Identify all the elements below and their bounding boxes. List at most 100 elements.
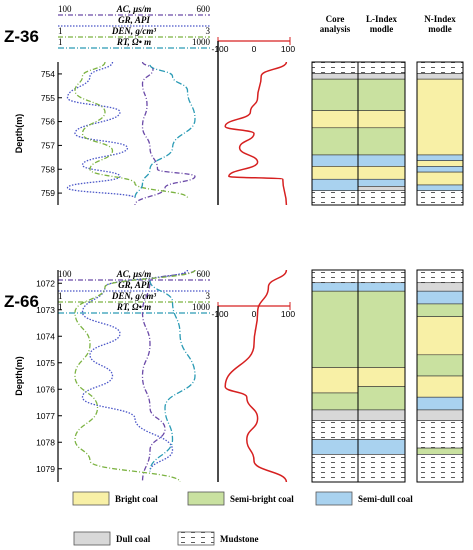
lithology-band-lindex [357, 186, 406, 192]
log-curve-gr [81, 269, 189, 472]
curve-label-rt: RT, Ω• m [116, 302, 151, 312]
curve-scale-right-den: 3 [206, 26, 211, 36]
column-header-nindex-line2: modle [428, 24, 452, 34]
depth-tick-label: 1075 [36, 358, 55, 368]
lindex-scale-label-mid: 0 [252, 309, 257, 319]
well-name: Z-36 [4, 27, 39, 46]
lindex-scale-label-min: -100 [211, 309, 228, 319]
lithology-band-lindex [357, 154, 406, 167]
lithology-band-lindex [357, 409, 406, 421]
log-curve-den [74, 269, 196, 483]
lindex-scale-label-max: 100 [281, 44, 295, 54]
lithology-band-nindex [416, 454, 464, 483]
lithology-band-lindex [357, 166, 406, 180]
lithology-band-lindex [357, 282, 406, 292]
lithology-band-core [311, 420, 359, 440]
depth-tick-label: 755 [41, 93, 55, 103]
curve-label-rt: RT, Ω• m [116, 37, 151, 47]
curve-scale-left-den: 1 [58, 291, 63, 301]
column-header-core-line2: analysis [320, 24, 351, 34]
lithology-band-lindex [357, 73, 406, 80]
legend-label-mudstone: Mudstone [220, 534, 259, 544]
depth-tick-label: 1076 [36, 384, 55, 394]
lindex-scale-label-mid: 0 [252, 44, 257, 54]
curve-scale-left-rt: 1 [58, 302, 63, 312]
column-header-lindex-line1: L-Index [366, 14, 398, 24]
lithology-band-lindex [357, 290, 406, 368]
legend-swatch-mudstone [177, 531, 215, 546]
lithology-band-nindex [416, 290, 464, 305]
curve-label-den: DEN, g/cm³ [111, 291, 156, 301]
lithology-band-core [311, 73, 359, 80]
curve-scale-right-ac: 600 [197, 4, 211, 14]
depth-tick-label: 754 [41, 69, 55, 79]
legend-swatch-dull-coal [73, 531, 111, 546]
lithology-band-lindex [357, 420, 406, 440]
curve-label-ac: AC, μs/m [116, 269, 152, 279]
lithology-band-nindex [416, 160, 464, 167]
lithology-band-nindex [416, 171, 464, 186]
lithology-band-nindex [416, 184, 464, 191]
lithology-band-lindex [357, 367, 406, 387]
column-header-core-line1: Core [326, 14, 345, 24]
curve-scale-right-ac: 600 [197, 269, 211, 279]
lithology-column-nindex [416, 269, 464, 483]
column-header-nindex-line1: N-Index [424, 14, 456, 24]
legend-label-dull-coal: Dull coal [116, 534, 151, 544]
curve-scale-right-rt: 1000 [192, 37, 211, 47]
lithology-band-lindex [357, 127, 406, 156]
lithology-band-nindex [416, 303, 464, 317]
curve-label-ac: AC, μs/m [116, 4, 152, 14]
lithology-band-lindex [357, 61, 406, 74]
curve-scale-right-rt: 1000 [192, 302, 211, 312]
lithology-band-core [311, 282, 359, 292]
depth-tick-label: 759 [41, 188, 55, 198]
depth-tick-label: 1078 [36, 437, 55, 447]
lithology-band-core [311, 409, 359, 421]
legend-swatch-bright-coal [72, 491, 110, 506]
depth-tick-label: 1072 [36, 278, 55, 288]
depth-axis-title: Depth(m) [14, 356, 24, 396]
depth-tick-label: 756 [41, 117, 55, 127]
lithology-band-nindex [416, 269, 464, 284]
curve-label-den: DEN, g/cm³ [111, 26, 156, 36]
lithology-column-nindex [416, 61, 464, 206]
lithology-band-core [311, 190, 359, 206]
lithology-band-core [311, 178, 359, 191]
lithology-column-lindex [357, 269, 406, 483]
lithology-band-core [311, 367, 359, 394]
curve-scale-left-ac: 100 [58, 269, 72, 279]
legend-swatch-semi-bright-coal [187, 491, 225, 506]
lithology-band-nindex [416, 396, 464, 411]
log-curve-gr [66, 61, 136, 199]
lithology-band-core [311, 439, 359, 455]
lithology-band-core [311, 154, 359, 167]
lithology-band-nindex [416, 61, 464, 74]
lithology-band-core [311, 392, 359, 411]
log-curve-ac [141, 269, 196, 483]
curve-label-gr: GR, API [118, 280, 150, 290]
legend-label-semi-dull-coal: Semi-dull coal [358, 494, 413, 504]
legend-label-semi-bright-coal: Semi-bright coal [230, 494, 294, 504]
lithology-band-nindex [416, 282, 464, 292]
lithology-band-lindex [357, 386, 406, 411]
lithology-band-core [311, 454, 359, 483]
lithology-band-lindex [357, 78, 406, 111]
lithology-band-lindex [357, 269, 406, 284]
curve-label-gr: GR, API [118, 15, 150, 25]
lithology-band-core [311, 78, 359, 111]
lithology-band-core [311, 61, 359, 74]
lithology-band-core [311, 269, 359, 284]
legend-label-bright-coal: Bright coal [115, 494, 158, 504]
log-curve-ac [134, 61, 196, 206]
lithology-band-nindex [416, 447, 464, 455]
curve-scale-left-ac: 100 [58, 4, 72, 14]
lithology-band-core [311, 290, 359, 368]
legend-swatch-semi-dull-coal [315, 491, 353, 506]
lithology-band-nindex [416, 354, 464, 377]
lithology-band-lindex [357, 178, 406, 187]
lithology-band-nindex [416, 73, 464, 80]
depth-tick-label: 1077 [36, 411, 55, 421]
lithology-band-core [311, 110, 359, 129]
